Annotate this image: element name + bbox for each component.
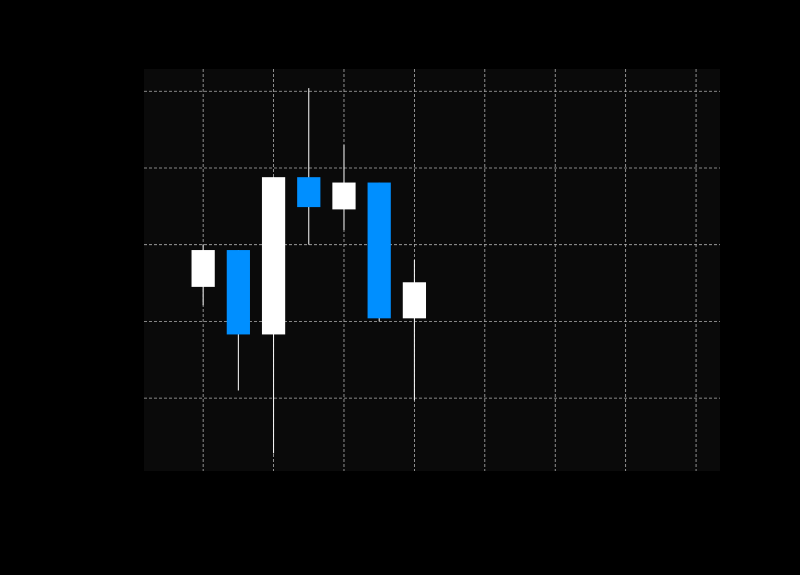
x-tick-label: 1 xyxy=(199,480,207,494)
candle-body xyxy=(261,177,286,335)
x-tick-label: 2 xyxy=(270,480,278,494)
y-tick-label: 2 xyxy=(128,314,136,328)
candle-body xyxy=(191,250,215,287)
candle-body xyxy=(297,177,321,208)
x-tick-label: 6 xyxy=(551,480,559,494)
candle-body xyxy=(367,182,391,319)
candle-body xyxy=(226,250,250,335)
x-tick-label: 3 xyxy=(340,480,348,494)
x-tick-label: 7 xyxy=(622,480,630,494)
x-tick-label: 5 xyxy=(481,480,489,494)
x-tick-label: 8 xyxy=(692,480,700,494)
y-tick-label: 3 xyxy=(128,237,136,251)
y-tick-label: 5 xyxy=(128,84,136,98)
y-tick-label: 1 xyxy=(128,391,136,405)
candle-body xyxy=(402,282,427,319)
x-tick-label: 4 xyxy=(411,480,419,494)
candle-body xyxy=(332,182,356,210)
y-tick-label: 4 xyxy=(128,160,136,174)
